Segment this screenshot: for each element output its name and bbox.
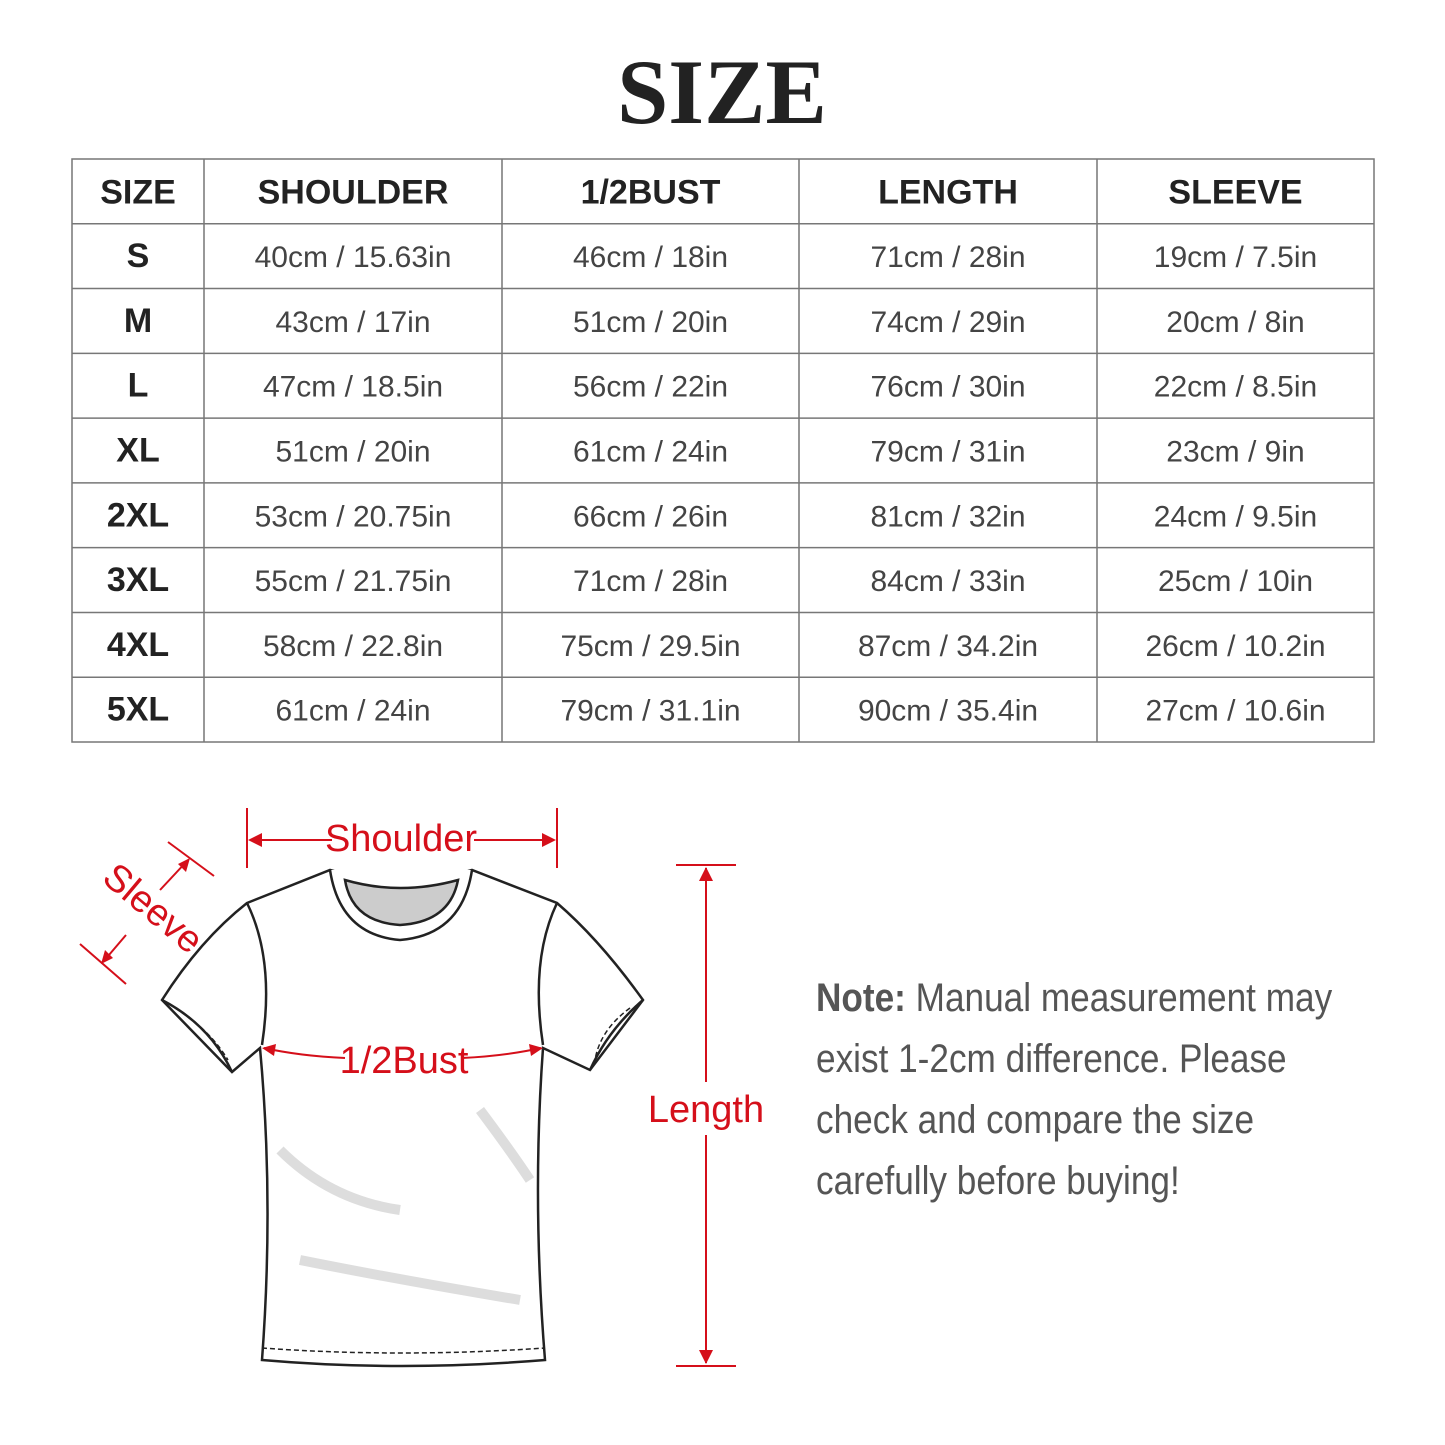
size-cell: 4XL xyxy=(107,626,169,664)
size-cell: L xyxy=(128,367,149,405)
tshirt xyxy=(160,868,645,1368)
column-header: SLEEVE xyxy=(1168,173,1302,211)
cell: 76cm / 30in xyxy=(870,371,1025,404)
note-text: check and compare the size xyxy=(816,1097,1254,1142)
bust-label: 1/2Bust xyxy=(340,1040,469,1082)
measure-lines xyxy=(79,808,736,1367)
column-header: 1/2BUST xyxy=(581,173,721,211)
cell: 51cm / 20in xyxy=(275,436,430,469)
note-label: Note: xyxy=(816,975,906,1020)
sleeve-label: Sleeve xyxy=(95,855,211,962)
title: SIZE xyxy=(617,41,827,143)
cell: 53cm / 20.75in xyxy=(255,500,452,533)
cell: 71cm / 28in xyxy=(573,565,728,598)
cell: 87cm / 34.2in xyxy=(858,630,1038,663)
cell: 74cm / 29in xyxy=(870,306,1025,339)
cell: 81cm / 32in xyxy=(870,500,1025,533)
note-text: exist 1-2cm difference. Please xyxy=(816,1036,1287,1081)
size-cell: 3XL xyxy=(107,561,169,599)
cell: 43cm / 17in xyxy=(275,306,430,339)
note: Note: Manual measurement may exist 1-2cm … xyxy=(816,975,1332,1203)
note-line: exist 1-2cm difference. Please xyxy=(816,1036,1287,1081)
cell: 84cm / 33in xyxy=(870,565,1025,598)
cell: 46cm / 18in xyxy=(573,241,728,274)
table-border xyxy=(71,158,1375,743)
cell: 75cm / 29.5in xyxy=(560,630,740,663)
cell: 25cm / 10in xyxy=(1158,565,1313,598)
cell: 61cm / 24in xyxy=(573,436,728,469)
note-line: Note: Manual measurement may xyxy=(816,975,1332,1020)
note-text: carefully before buying! xyxy=(816,1158,1180,1203)
cell: 56cm / 22in xyxy=(573,371,728,404)
cell: 61cm / 24in xyxy=(275,695,430,728)
cell: 27cm / 10.6in xyxy=(1145,695,1325,728)
size-cell: S xyxy=(127,237,150,275)
cell: 19cm / 7.5in xyxy=(1154,241,1317,274)
cell: 47cm / 18.5in xyxy=(263,371,443,404)
size-table: SIZE SHOULDER 1/2BUST LENGTH SLEEVE S 40cm / 1… xyxy=(71,158,1375,743)
cell: 22cm / 8.5in xyxy=(1154,371,1317,404)
size-cell: M xyxy=(124,302,152,340)
cell: 71cm / 28in xyxy=(870,241,1025,274)
cell: 40cm / 15.63in xyxy=(255,241,452,274)
column-header: LENGTH xyxy=(878,173,1018,211)
cell: 79cm / 31.1in xyxy=(560,695,740,728)
cell: 66cm / 26in xyxy=(573,500,728,533)
cell: 20cm / 8in xyxy=(1166,306,1304,339)
note-text: Manual measurement may xyxy=(916,975,1333,1020)
size-cell: 2XL xyxy=(107,496,169,534)
note-line: carefully before buying! xyxy=(816,1158,1180,1203)
size-cell: XL xyxy=(116,432,159,470)
column-header: SHOULDER xyxy=(258,173,449,211)
shoulder-label: Shoulder xyxy=(325,818,477,860)
cell: 26cm / 10.2in xyxy=(1145,630,1325,663)
column-header: SIZE xyxy=(100,173,176,211)
cell: 90cm / 35.4in xyxy=(858,695,1038,728)
length-label: Length xyxy=(648,1089,764,1131)
cell: 79cm / 31in xyxy=(870,436,1025,469)
cell: 24cm / 9.5in xyxy=(1154,500,1317,533)
cell: 23cm / 9in xyxy=(1166,436,1304,469)
cell: 51cm / 20in xyxy=(573,306,728,339)
cell: 58cm / 22.8in xyxy=(263,630,443,663)
cell: 55cm / 21.75in xyxy=(255,565,452,598)
size-cell: 5XL xyxy=(107,691,169,729)
note-line: check and compare the size xyxy=(816,1097,1254,1142)
